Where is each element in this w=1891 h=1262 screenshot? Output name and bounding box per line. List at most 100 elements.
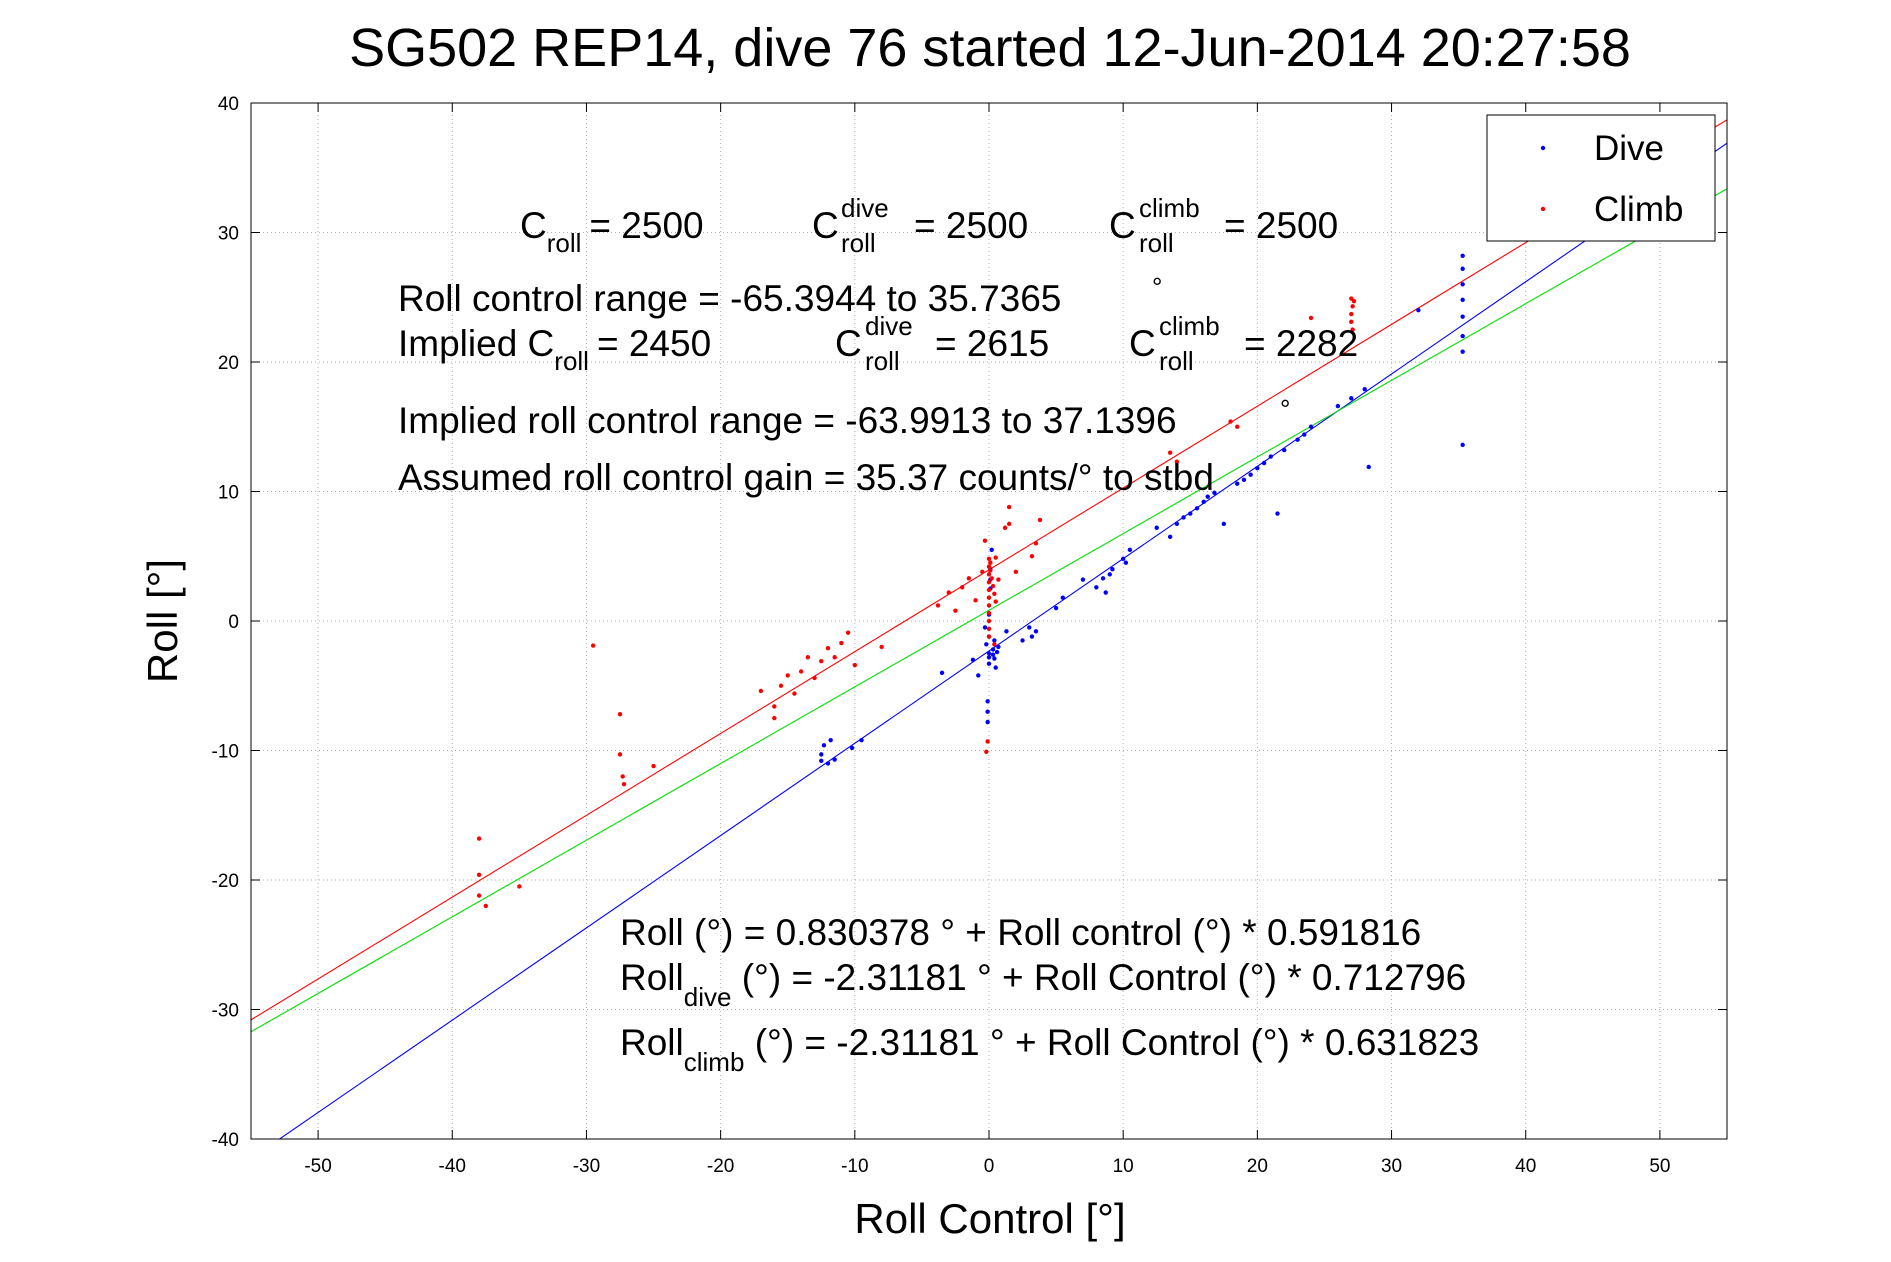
climb-point: [980, 569, 985, 574]
climb-point: [785, 673, 790, 678]
climb-point: [989, 576, 994, 581]
climb-point: [985, 739, 990, 744]
climb-point: [986, 634, 992, 639]
dive-point: [1004, 629, 1009, 634]
dive-point: [1275, 511, 1280, 516]
climb-point: [986, 556, 992, 562]
dive-point: [1167, 534, 1173, 540]
climb-point: [852, 662, 858, 668]
climb-point: [986, 572, 992, 577]
climb-point: [986, 579, 992, 585]
climb-point: [982, 538, 988, 543]
climb-point: [1013, 569, 1019, 574]
dive-point: [1460, 349, 1465, 354]
dive-point: [832, 757, 837, 762]
dive-point: [1120, 556, 1126, 562]
x-tick-label: 20: [1247, 1156, 1268, 1177]
dive-point: [1221, 521, 1227, 527]
legend-label-climb: Climb: [1594, 190, 1683, 229]
c-roll-dive-sup: dive: [841, 193, 889, 223]
dive-point: [819, 752, 824, 757]
climb-point: [483, 903, 489, 909]
implied-c-roll-climb-label: C: [1129, 323, 1156, 364]
dive-point: [1060, 595, 1066, 600]
dive-point: [1416, 308, 1421, 313]
dive-point: [1107, 572, 1112, 577]
y-tick-label: 10: [218, 483, 239, 504]
dive-point: [1212, 490, 1217, 495]
implied-c-roll-dive-sub: roll: [865, 346, 900, 376]
climb-point: [1350, 304, 1355, 309]
dive-point: [1295, 437, 1300, 442]
dive-point: [1308, 424, 1314, 429]
y-axis-label: Roll [°]: [139, 559, 186, 683]
dive-point: [1100, 576, 1106, 581]
dive-point: [1020, 638, 1025, 643]
c-roll-climb-label: C: [1109, 205, 1136, 246]
climb-point: [1167, 450, 1173, 455]
climb-point: [812, 675, 817, 681]
dive-point: [976, 673, 981, 678]
climb-point: [617, 712, 623, 717]
y-tick-label: 20: [218, 353, 239, 374]
climb-point: [772, 704, 777, 709]
dive-point: [992, 638, 997, 643]
dive-point: [1181, 515, 1186, 520]
dive-point: [1366, 464, 1371, 470]
dive-point: [1282, 447, 1287, 453]
legend-label-dive: Dive: [1594, 129, 1664, 168]
dive-point: [994, 649, 1000, 655]
climb-point: [1029, 554, 1035, 559]
c-roll-climb-sub: roll: [1139, 228, 1174, 258]
c-roll-climb-sup: climb: [1139, 193, 1200, 223]
fit-line: [251, 188, 1727, 1033]
dive-point: [1349, 396, 1354, 401]
dive-point: [1110, 567, 1115, 572]
dive-point: [1053, 605, 1059, 611]
dive-point: [985, 709, 990, 714]
climb-point: [986, 603, 992, 608]
dive-point: [1201, 499, 1206, 505]
dive-point: [1362, 386, 1367, 392]
dive-point: [1235, 481, 1240, 486]
dive-point: [1460, 314, 1465, 319]
climb-point: [845, 630, 851, 635]
climb-point: [986, 618, 992, 624]
climb-point: [476, 872, 482, 878]
equation-roll: Roll (°) = 0.830378 ° + Roll control (°)…: [620, 912, 1421, 953]
climb-point: [1002, 525, 1008, 530]
climb-point: [986, 587, 992, 593]
y-tick-label: -20: [212, 871, 239, 892]
climb-point: [617, 752, 623, 757]
climb-point: [990, 583, 996, 589]
climb-point: [621, 781, 627, 787]
climb-point: [986, 611, 992, 616]
dive-point: [1460, 282, 1465, 287]
climb-point: [1006, 504, 1012, 510]
climb-point: [984, 749, 989, 754]
climb-point: [825, 645, 831, 651]
implied-c-roll-dive-value: = 2615: [935, 323, 1049, 364]
implied-c-roll-dive-label: C: [835, 323, 862, 364]
climb-point: [966, 576, 972, 581]
climb-point: [986, 564, 992, 569]
dive-point: [821, 743, 827, 748]
climb-point: [993, 599, 998, 604]
dive-point: [1460, 297, 1465, 303]
climb-point: [832, 655, 837, 660]
climb-point: [996, 577, 1001, 582]
legend-box: [1486, 114, 1716, 242]
climb-point: [946, 590, 951, 595]
dive-point: [1174, 521, 1180, 527]
legend: Dive Climb: [1486, 114, 1716, 242]
climb-point: [651, 763, 656, 769]
legend-marker-climb: [1540, 206, 1546, 212]
dive-point: [825, 761, 831, 766]
dive-point: [1154, 525, 1159, 530]
dive-point: [986, 651, 992, 656]
dive-point: [986, 661, 992, 666]
climb-point: [1037, 517, 1043, 523]
climb-point: [517, 884, 522, 889]
y-tick-label: -10: [212, 742, 239, 763]
